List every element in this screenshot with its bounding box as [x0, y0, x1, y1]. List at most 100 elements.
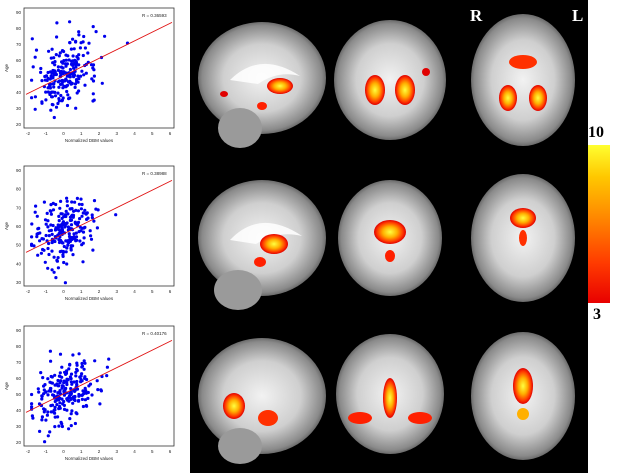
data-point	[36, 253, 40, 257]
data-point	[65, 204, 69, 208]
data-point	[47, 252, 51, 257]
y-tick-label: 80	[16, 26, 22, 31]
data-point	[53, 94, 58, 98]
data-point	[36, 227, 40, 231]
data-point	[71, 63, 75, 67]
x-tick-label: 5	[151, 131, 154, 136]
data-point	[103, 34, 107, 38]
data-point	[78, 225, 82, 229]
x-tick-label: -1	[44, 449, 48, 454]
data-point	[46, 434, 50, 438]
x-axis-label: Normalized DBM values	[65, 138, 114, 143]
data-point	[61, 253, 65, 257]
data-point	[50, 47, 54, 51]
correlation-label: R = 0.38988	[142, 171, 167, 176]
data-point	[60, 249, 64, 253]
data-point	[47, 234, 51, 238]
data-point	[86, 396, 90, 400]
data-point	[87, 41, 91, 45]
data-point	[56, 378, 60, 383]
data-point	[92, 98, 96, 102]
data-point	[48, 92, 52, 97]
data-point	[105, 365, 109, 369]
data-point	[69, 82, 73, 86]
data-point	[70, 200, 74, 204]
x-tick-label: -2	[26, 449, 30, 454]
data-point	[65, 103, 70, 108]
data-point	[50, 232, 54, 236]
x-tick-label: 5	[151, 289, 154, 294]
data-point	[43, 408, 47, 412]
data-point	[81, 404, 85, 409]
colorbar-max-label: 10	[588, 124, 604, 141]
data-point	[54, 202, 58, 207]
data-point	[44, 90, 48, 94]
data-point	[53, 415, 57, 419]
x-tick-label: 6	[169, 289, 172, 294]
data-point	[69, 248, 73, 252]
y-tick-label: 40	[16, 408, 22, 413]
data-point	[81, 260, 85, 264]
data-point	[68, 417, 72, 421]
data-point	[68, 363, 72, 367]
data-point	[43, 440, 47, 444]
data-point	[83, 398, 87, 402]
data-point	[64, 64, 68, 68]
scatter-svg-1: 90 80 70 60 50 40 30 20 -2 -1 0 1 2 3 4 5 6 Normalized DB…	[4, 7, 175, 143]
data-point	[47, 241, 51, 246]
data-point	[53, 408, 57, 412]
data-point	[75, 196, 79, 200]
data-point	[59, 93, 63, 98]
x-tick-label: 2	[98, 289, 101, 294]
data-point	[91, 25, 95, 29]
data-point	[31, 416, 35, 420]
data-point	[95, 226, 99, 230]
data-point	[54, 276, 58, 280]
data-point	[67, 427, 71, 431]
data-point	[52, 85, 56, 89]
data-point	[33, 95, 38, 99]
data-point	[69, 424, 73, 428]
y-tick-label: 70	[16, 42, 22, 47]
data-point	[35, 235, 39, 239]
data-point	[57, 225, 61, 229]
data-point	[92, 74, 96, 78]
data-point	[53, 373, 57, 377]
data-point	[96, 208, 100, 212]
data-point	[61, 384, 65, 388]
data-point	[70, 382, 74, 386]
data-point	[59, 69, 63, 73]
data-point	[50, 249, 54, 253]
x-tick-label: -1	[44, 131, 48, 136]
data-point	[62, 379, 66, 383]
data-point	[40, 415, 45, 419]
data-point	[40, 397, 44, 401]
data-point	[60, 216, 64, 220]
data-point	[50, 268, 54, 272]
y-tick-label: 20	[16, 440, 22, 445]
data-point	[49, 212, 54, 216]
data-point	[71, 213, 75, 217]
data-point	[96, 388, 100, 392]
data-point	[69, 238, 73, 242]
data-point	[40, 79, 44, 83]
data-point	[60, 49, 65, 53]
data-point	[78, 217, 82, 221]
y-tick-label: 60	[16, 376, 22, 381]
data-point	[38, 231, 42, 235]
data-point	[77, 230, 81, 234]
plot-frame	[23, 7, 175, 129]
data-point	[92, 219, 96, 223]
data-point	[62, 260, 66, 265]
x-tick-label: 6	[169, 131, 172, 136]
data-point	[42, 384, 46, 388]
scatter-svg-2: 90 80 70 60 50 40 30 -2 -1 0 1 2 3 4 5 6 Normalized DBM …	[4, 165, 175, 301]
data-point	[92, 199, 97, 203]
data-point	[67, 58, 71, 62]
data-point	[82, 236, 86, 240]
sagittal-slice-row1	[198, 22, 326, 148]
data-point	[73, 221, 77, 225]
data-point	[86, 51, 90, 55]
data-point	[63, 79, 67, 83]
data-point	[75, 79, 79, 83]
